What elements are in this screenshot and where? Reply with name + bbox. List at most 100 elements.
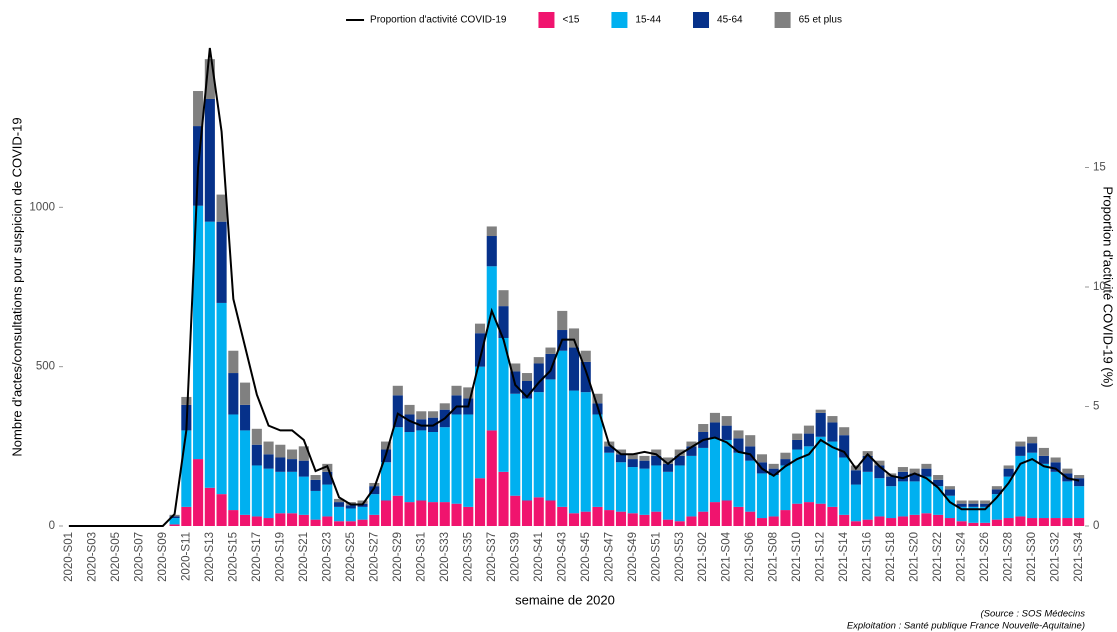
x-tick-label: 2020-S25 (345, 532, 357, 582)
bar (768, 468, 779, 476)
bar (933, 514, 944, 526)
bar (439, 502, 450, 526)
bar (216, 221, 227, 303)
bar (416, 411, 427, 420)
bar (228, 414, 239, 511)
bar (369, 514, 380, 526)
bar (1003, 476, 1014, 519)
bar (980, 506, 991, 523)
bar (933, 486, 944, 515)
bar (627, 454, 638, 460)
bar (1050, 457, 1061, 463)
bar (874, 465, 885, 479)
bar (615, 511, 627, 526)
bar (275, 444, 286, 458)
bar (580, 392, 591, 512)
bar (933, 475, 944, 480)
bar (1050, 518, 1061, 526)
bar (521, 398, 533, 501)
bar (1038, 447, 1049, 456)
x-tick-label: 2020-S37 (486, 532, 498, 582)
bar (886, 486, 897, 519)
x-tick-label: 2021-S26 (979, 532, 991, 582)
bar (991, 494, 1002, 520)
bar (662, 457, 674, 464)
bar (862, 455, 873, 472)
bar (1050, 462, 1061, 472)
bar (204, 487, 215, 526)
x-tick-label: 2021-S12 (815, 532, 827, 582)
bar (639, 514, 650, 526)
bar (874, 460, 885, 466)
bar (909, 473, 920, 482)
bar (991, 486, 1002, 490)
bar (193, 459, 204, 526)
x-tick-label: 2021-S10 (791, 532, 803, 582)
bar (275, 471, 286, 514)
bar (416, 500, 427, 526)
bar (1074, 475, 1085, 479)
bar (639, 455, 650, 461)
bar (674, 455, 685, 466)
bar (169, 514, 180, 517)
bar (345, 508, 356, 522)
legend-swatch (611, 12, 628, 28)
source-note: Exploitation : Santé publique France Nou… (847, 621, 1085, 632)
bar (369, 482, 380, 487)
bar (980, 500, 991, 504)
bar (909, 514, 920, 526)
bar (862, 471, 873, 520)
bar (956, 521, 967, 526)
bar (1015, 455, 1026, 517)
bar (416, 430, 427, 501)
bar (533, 392, 544, 498)
legend-label: 65 et plus (799, 15, 842, 26)
bar (451, 385, 462, 396)
bar (298, 476, 309, 515)
bar (204, 221, 215, 488)
y-tick-label: 0 (49, 520, 55, 532)
bar (1074, 518, 1085, 526)
bar (827, 416, 838, 423)
bar (240, 430, 251, 515)
bar (380, 500, 392, 526)
bar (451, 414, 462, 504)
bar (827, 506, 838, 526)
bar (216, 494, 227, 526)
bar (745, 460, 756, 512)
bar (169, 518, 180, 525)
x-tick-label: 2021-S02 (697, 532, 709, 582)
bar (287, 513, 298, 526)
bar (651, 455, 662, 466)
bar (803, 502, 814, 526)
x-tick-label: 2020-S19 (274, 532, 286, 582)
bar (874, 478, 885, 517)
bar (498, 290, 509, 307)
bar (709, 412, 721, 423)
bar (674, 465, 685, 522)
bar (991, 489, 1002, 495)
bar (709, 422, 721, 439)
x-tick-label: 2020-S05 (110, 532, 122, 582)
bar (334, 498, 345, 503)
bar (228, 510, 239, 526)
bar (580, 350, 591, 362)
bar (486, 236, 497, 267)
bar (662, 471, 674, 520)
bar (651, 465, 662, 512)
bar (439, 403, 450, 410)
x-tick-label: 2021-S32 (1050, 532, 1062, 582)
y2-axis-title: Proportion d'activité COVID-19 (%) (1101, 186, 1116, 387)
bar (933, 479, 944, 487)
bar (1015, 441, 1026, 447)
bar (357, 500, 368, 504)
bar (839, 427, 850, 436)
bar (427, 502, 439, 526)
bar (839, 457, 850, 515)
x-tick-label: 2021-S24 (956, 531, 968, 581)
bar (545, 500, 556, 526)
x-tick-label: 2020-S07 (133, 532, 145, 582)
bar (427, 411, 439, 418)
bar (674, 521, 685, 526)
